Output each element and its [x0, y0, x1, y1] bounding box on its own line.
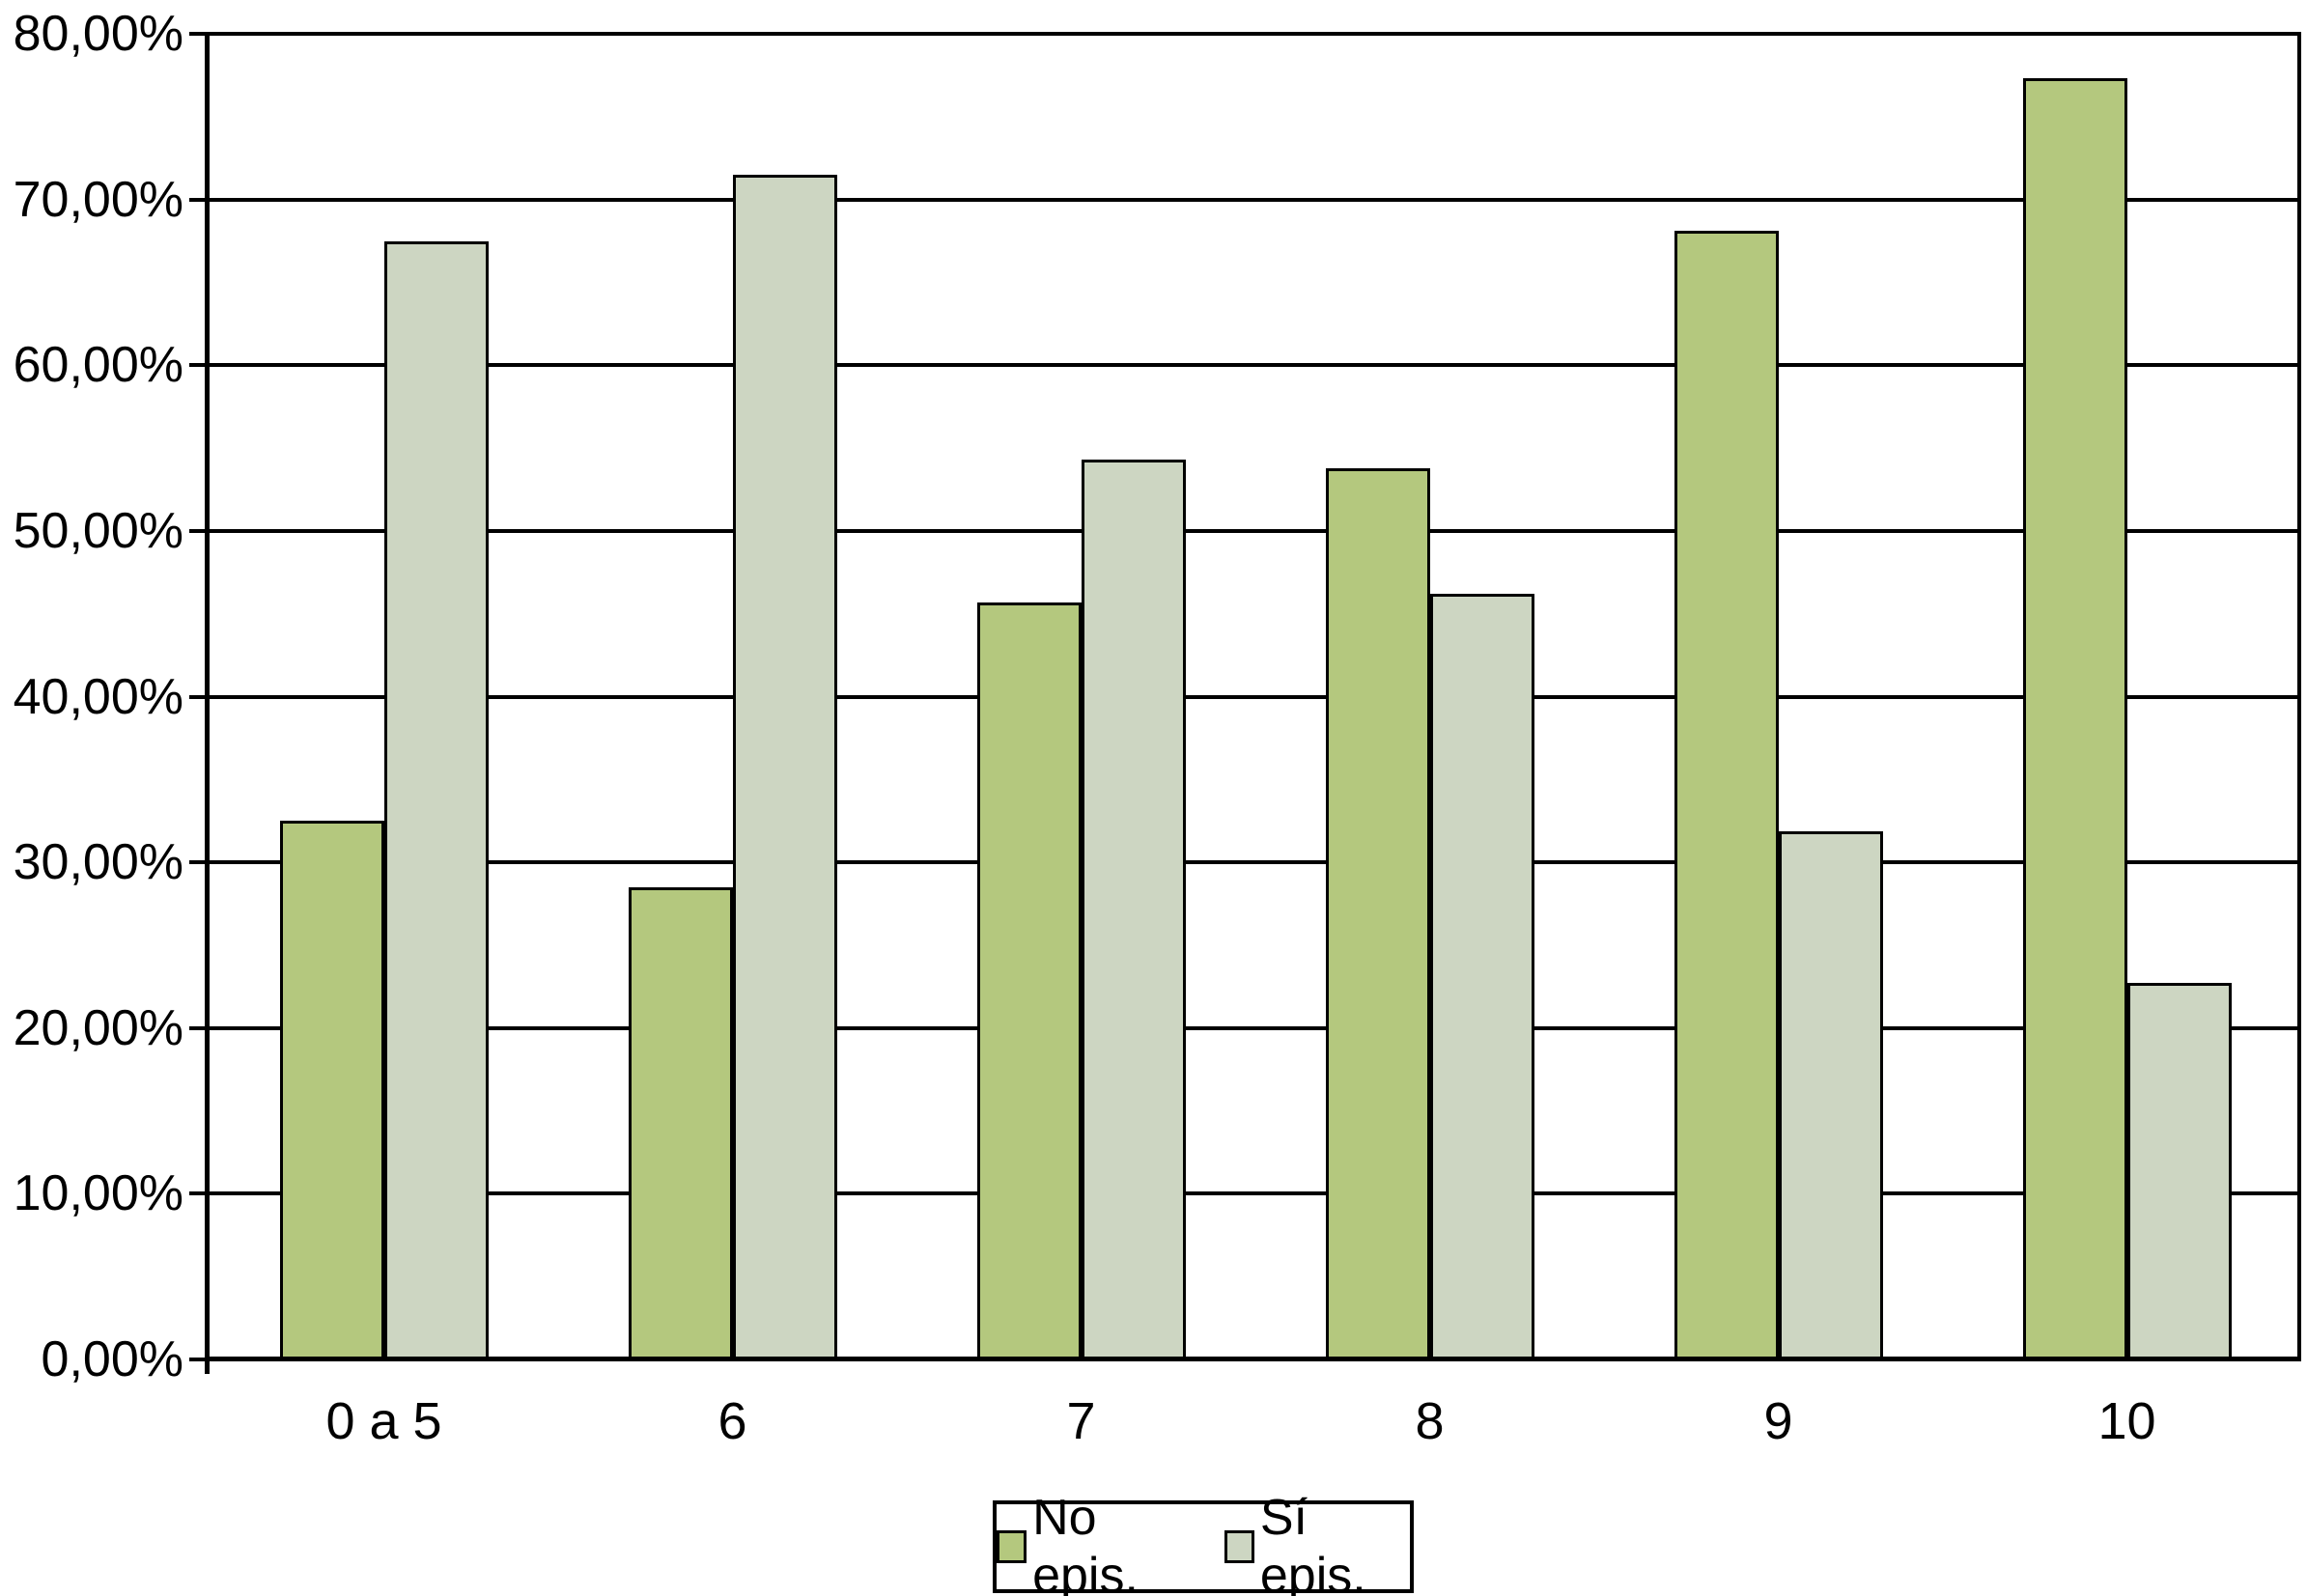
- legend: No epis. Sí epis.: [993, 1490, 1414, 1596]
- bar-si-epis: [383, 241, 489, 1359]
- y-axis-label: 20,00%: [13, 999, 183, 1056]
- y-axis-tick: [189, 860, 209, 865]
- x-axis-line: [205, 1357, 2301, 1361]
- bar-si-epis: [2126, 983, 2232, 1359]
- bar-no-epis: [628, 887, 733, 1359]
- y-axis-label: 40,00%: [13, 668, 183, 725]
- y-axis-tick: [189, 197, 209, 202]
- y-axis-label: 0,00%: [41, 1331, 183, 1387]
- plot-top-border: [210, 32, 2301, 36]
- gridline: [210, 197, 2301, 202]
- gridline: [210, 1191, 2301, 1196]
- x-axis-label: 7: [1066, 1392, 1096, 1450]
- bar-no-epis: [2022, 78, 2127, 1359]
- bar-si-epis: [732, 175, 837, 1359]
- y-axis-tick: [189, 363, 209, 368]
- y-axis-label: 10,00%: [13, 1165, 183, 1222]
- y-axis-label: 30,00%: [13, 834, 183, 891]
- legend-label-si-epis: Sí epis.: [1259, 1490, 1366, 1596]
- x-axis-label: 6: [717, 1392, 747, 1450]
- x-axis-label: 8: [1415, 1392, 1445, 1450]
- x-axis-label: 9: [1763, 1392, 1793, 1450]
- x-axis-label: 0 a 5: [325, 1392, 442, 1450]
- y-axis-tick: [189, 32, 209, 36]
- bar-no-epis: [279, 821, 384, 1359]
- y-axis-tick: [189, 528, 209, 533]
- y-axis-label: 50,00%: [13, 502, 183, 559]
- bar-si-epis: [1081, 460, 1186, 1359]
- gridline: [210, 860, 2301, 865]
- y-axis-tick: [189, 1191, 209, 1196]
- bar-no-epis: [976, 602, 1082, 1359]
- y-axis-line: [205, 32, 210, 1374]
- legend-swatch-si-epis-icon: [1224, 1530, 1254, 1563]
- legend-item-si-epis: Sí epis.: [1224, 1489, 1410, 1596]
- bar-no-epis: [1325, 468, 1430, 1359]
- plot-area: [210, 34, 2301, 1359]
- y-axis-label: 80,00%: [13, 6, 183, 62]
- gridline: [210, 1025, 2301, 1030]
- y-axis-label: 60,00%: [13, 337, 183, 394]
- legend-item-no-epis: No epis.: [997, 1489, 1197, 1596]
- gridline: [210, 363, 2301, 368]
- bar-no-epis: [1674, 231, 1779, 1359]
- gridline: [210, 694, 2301, 699]
- y-axis-tick: [189, 1025, 209, 1030]
- x-axis-label: 10: [2097, 1392, 2156, 1450]
- y-axis-label: 70,00%: [13, 171, 183, 228]
- bar-si-epis: [1778, 831, 1883, 1359]
- y-axis-tick: [189, 1358, 209, 1361]
- y-axis-tick: [189, 694, 209, 699]
- bar-si-epis: [1429, 594, 1534, 1359]
- legend-label-no-epis: No epis.: [1032, 1490, 1139, 1596]
- legend-swatch-no-epis-icon: [997, 1530, 1027, 1563]
- gridline: [210, 528, 2301, 533]
